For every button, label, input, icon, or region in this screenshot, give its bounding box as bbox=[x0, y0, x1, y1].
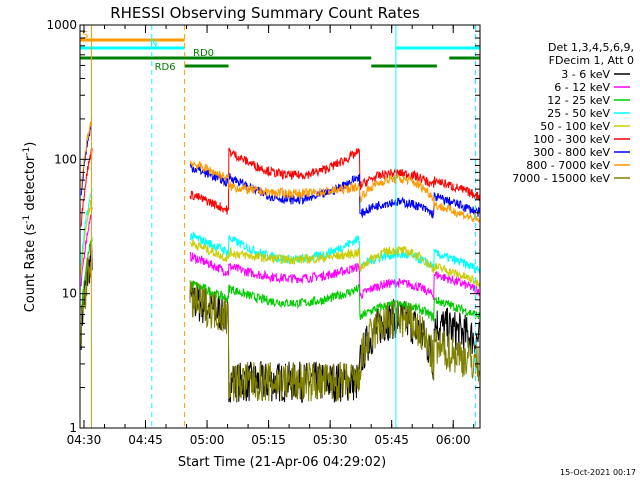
y-label-exp-2: -1 bbox=[22, 147, 32, 156]
series-line-9 bbox=[80, 247, 480, 402]
status-bar-label-5: RD6 bbox=[155, 62, 176, 73]
legend-label-6: 100 - 300 keV bbox=[533, 133, 610, 146]
y-axis-label: Count Rate (s-1 detector-1) bbox=[22, 142, 38, 313]
x-tick-label-6: 05:45 bbox=[374, 433, 409, 447]
series-line-2 bbox=[80, 207, 480, 301]
x-tick-label-2: 04:45 bbox=[128, 433, 163, 447]
series-line-8 bbox=[80, 117, 480, 223]
y-label-part-2: detector bbox=[23, 155, 38, 215]
legend-label-9: 7000 - 15000 keV bbox=[512, 172, 610, 185]
legend-label-7: 300 - 800 keV bbox=[533, 146, 610, 159]
y-tick-label-1: 1 bbox=[69, 421, 77, 435]
y-label-part-3: ) bbox=[23, 142, 38, 147]
y-tick-label-4: 1000 bbox=[46, 18, 77, 32]
series-line-5 bbox=[80, 196, 480, 288]
x-axis-label: Start Time (21-Apr-06 04:29:02) bbox=[178, 455, 386, 470]
x-tick-label-5: 05:30 bbox=[313, 433, 348, 447]
plot-frame bbox=[79, 24, 481, 429]
x-tick-label-4: 05:15 bbox=[251, 433, 286, 447]
series-line-7 bbox=[80, 120, 480, 219]
series-line-6 bbox=[80, 147, 480, 227]
y-tick-label-2: 10 bbox=[62, 287, 77, 301]
legend-label-3: 12 - 25 keV bbox=[547, 94, 610, 107]
legend-label-2: 6 - 12 keV bbox=[554, 81, 610, 94]
y-label-part-1: Count Rate (s bbox=[23, 224, 38, 313]
legend-header-line-1: Det 1,3,4,5,6,9, bbox=[548, 41, 634, 54]
legend-label-8: 800 - 7000 keV bbox=[526, 159, 610, 172]
legend-label-5: 50 - 100 keV bbox=[540, 120, 610, 133]
y-label-exp-1: -1 bbox=[22, 215, 32, 224]
x-tick-label-1: 04:30 bbox=[67, 433, 102, 447]
legend-label-1: 3 - 6 keV bbox=[561, 68, 610, 81]
status-bar-label-1: S bbox=[82, 30, 88, 41]
chart-title: RHESSI Observing Summary Count Rates bbox=[110, 4, 420, 22]
status-bar-label-2: N bbox=[150, 38, 157, 49]
status-bar-label-4: RD0 bbox=[193, 48, 214, 59]
x-tick-label-7: 06:00 bbox=[436, 433, 471, 447]
legend-header-line-2: FDecim 1, Att 0 bbox=[549, 54, 634, 67]
legend-label-4: 25 - 50 keV bbox=[547, 107, 610, 120]
footer-date: 15-Oct-2021 00:17 bbox=[560, 468, 636, 477]
x-tick-label-3: 05:00 bbox=[190, 433, 225, 447]
y-tick-label-3: 100 bbox=[54, 152, 77, 166]
